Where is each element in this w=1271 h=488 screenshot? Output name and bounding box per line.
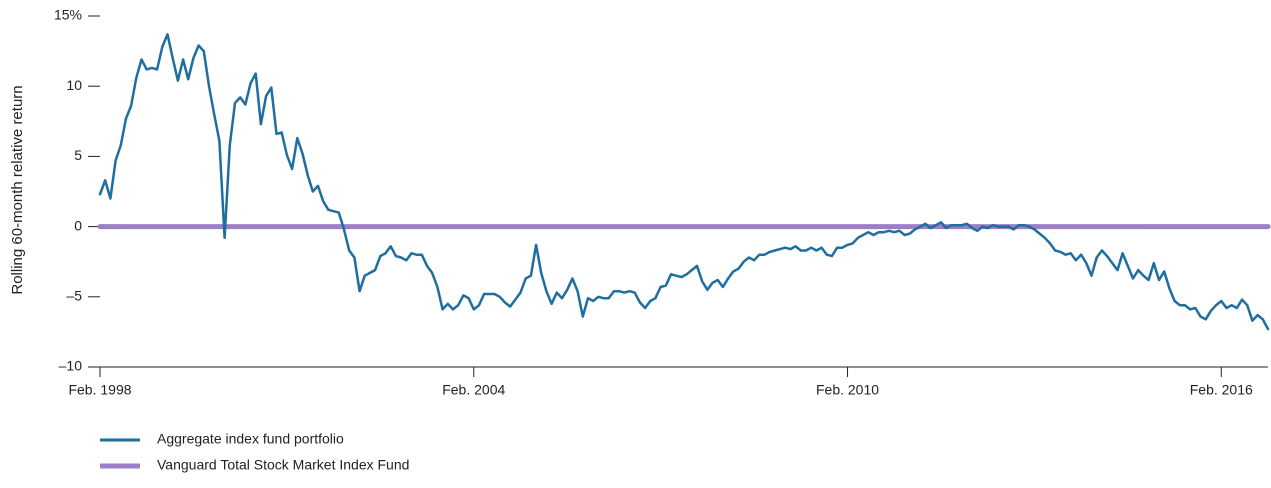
y-tick-label: –10 <box>59 358 83 374</box>
legend-label: Vanguard Total Stock Market Index Fund <box>157 457 409 473</box>
legend-label: Aggregate index fund portfolio <box>157 431 344 447</box>
y-tick-label: 0 <box>74 217 82 233</box>
y-tick-label: 10 <box>66 77 82 93</box>
y-tick-label: 15% <box>54 7 82 23</box>
y-tick-label: 5 <box>74 147 82 163</box>
x-tick-label: Feb. 2010 <box>816 382 879 398</box>
series-line <box>98 33 1270 331</box>
x-tick-label: Feb. 2004 <box>442 382 505 398</box>
x-tick-label: Feb. 1998 <box>68 382 131 398</box>
y-axis-label: Rolling 60-month relative return <box>9 85 26 294</box>
y-tick-label: –5 <box>66 288 82 304</box>
x-tick-label: Feb. 2016 <box>1190 382 1253 398</box>
